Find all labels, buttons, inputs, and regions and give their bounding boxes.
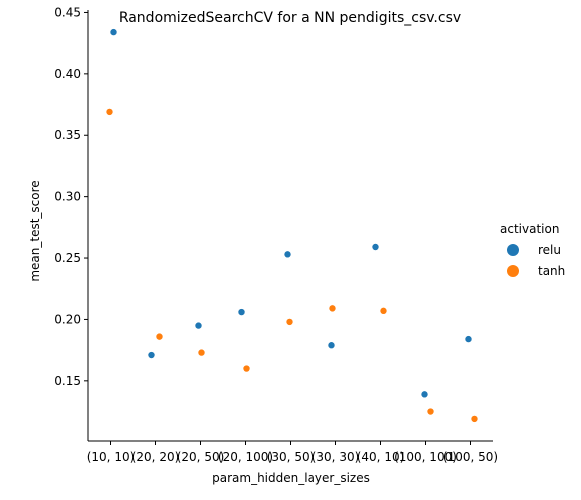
point-relu (327, 341, 336, 350)
y-tick-label: 0.30 (54, 190, 81, 204)
x-tick-label: (20, 20) (132, 450, 180, 464)
y-tick-label: 0.35 (54, 128, 81, 142)
point-relu (371, 243, 380, 251)
x-axis-label: param_hidden_layer_sizes (212, 471, 370, 485)
x-ticks: (10, 10)(20, 20)(20, 50)(20, 100)(30, 50… (87, 441, 498, 464)
point-tanh (328, 304, 337, 313)
x-tick-label: (40, 10) (357, 450, 405, 464)
x-tick-label: (30, 50) (267, 450, 315, 464)
legend-label-tanh: tanh (538, 264, 565, 278)
y-tick-label: 0.20 (54, 312, 81, 326)
y-axis-label: mean_test_score (28, 180, 42, 281)
y-tick-label: 0.40 (54, 67, 81, 81)
point-relu (147, 351, 156, 359)
x-tick-label: (100, 50) (443, 450, 498, 464)
legend: activation relu tanh (500, 222, 565, 278)
legend-marker-relu (507, 244, 519, 256)
y-tick-label: 0.15 (54, 374, 81, 388)
point-tanh (242, 364, 251, 373)
y-ticks: 0.15 0.20 0.25 0.30 0.35 0.40 0.45 (54, 5, 88, 388)
point-relu (420, 390, 429, 399)
x-tick-label: (30, 30) (312, 450, 360, 464)
x-tick-label: (20, 100) (218, 450, 273, 464)
y-tick-label: 0.45 (54, 5, 81, 19)
x-tick-label: (100, 100) (394, 450, 457, 464)
data-points (105, 28, 479, 423)
point-relu (194, 321, 203, 330)
x-tick-label: (10, 10) (87, 450, 135, 464)
point-relu (109, 28, 118, 36)
point-tanh (470, 415, 479, 423)
point-tanh (285, 318, 294, 326)
point-relu (464, 335, 473, 343)
legend-items: relu tanh (507, 243, 565, 278)
y-tick-label: 0.25 (54, 251, 81, 265)
legend-title: activation (500, 222, 559, 236)
point-relu (283, 250, 292, 259)
point-tanh (105, 108, 114, 116)
axes-group (87, 10, 493, 442)
point-tanh (155, 332, 164, 341)
legend-marker-tanh (507, 265, 519, 277)
point-tanh (197, 348, 206, 357)
x-tick-label: (20, 50) (177, 450, 225, 464)
point-relu (237, 308, 246, 316)
chart-title: RandomizedSearchCV for a NN pendigits_cs… (119, 10, 461, 26)
legend-label-relu: relu (538, 243, 561, 257)
point-tanh (426, 407, 435, 416)
point-tanh (379, 307, 388, 315)
